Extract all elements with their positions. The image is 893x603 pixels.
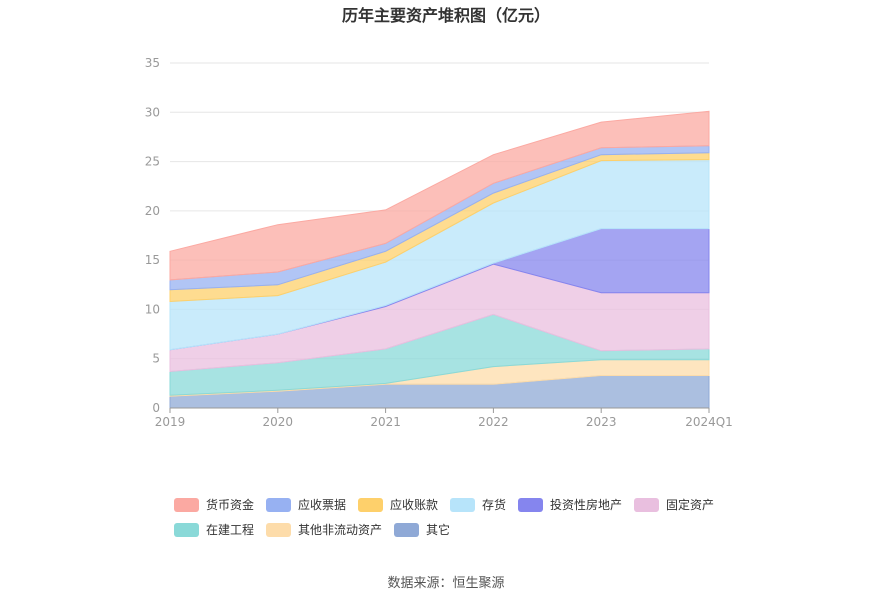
legend-label: 在建工程 [206, 522, 254, 537]
x-tick-label: 2019 [155, 415, 186, 429]
chart-title: 历年主要资产堆积图（亿元） [342, 6, 550, 25]
x-tick-label: 2024Q1 [685, 415, 733, 429]
legend-swatch [394, 523, 419, 537]
series-areas [169, 110, 710, 409]
legend-swatch [174, 523, 199, 537]
legend-label: 应收票据 [298, 497, 346, 512]
y-tick-label: 20 [145, 204, 160, 218]
legend-swatch [174, 498, 199, 512]
legend-label: 固定资产 [666, 497, 714, 512]
y-tick-label: 25 [145, 155, 160, 169]
legend-swatch [518, 498, 543, 512]
legend-swatch [266, 523, 291, 537]
legend-label: 投资性房地产 [550, 497, 622, 512]
legend-label: 其它 [426, 522, 450, 537]
y-tick-label: 10 [145, 302, 160, 316]
x-tick-label: 2021 [370, 415, 401, 429]
y-tick-label: 35 [145, 56, 160, 70]
legend-swatch [450, 498, 475, 512]
y-tick-label: 0 [152, 401, 160, 415]
y-tick-label: 5 [152, 352, 160, 366]
legend-label: 其他非流动资产 [298, 523, 382, 537]
legend-label: 货币资金 [206, 497, 254, 512]
x-tick-label: 2023 [586, 415, 617, 429]
y-tick-label: 30 [145, 105, 160, 119]
source-note: 数据来源：恒生聚源 [387, 576, 504, 591]
legend-label: 存货 [482, 497, 506, 512]
legend-swatch [634, 498, 659, 512]
x-tick-label: 2022 [478, 415, 509, 429]
legend-swatch [266, 498, 291, 512]
area-series-8 [169, 110, 710, 281]
y-tick-label: 15 [145, 253, 160, 267]
axes: 0 5 10 15 20 25 30 35 2019 2020 2021 2022 2023 2024Q1 [145, 56, 733, 429]
legend-swatch [358, 498, 383, 512]
x-tick-label: 2020 [263, 415, 294, 429]
legend-label: 应收账款 [390, 497, 438, 512]
